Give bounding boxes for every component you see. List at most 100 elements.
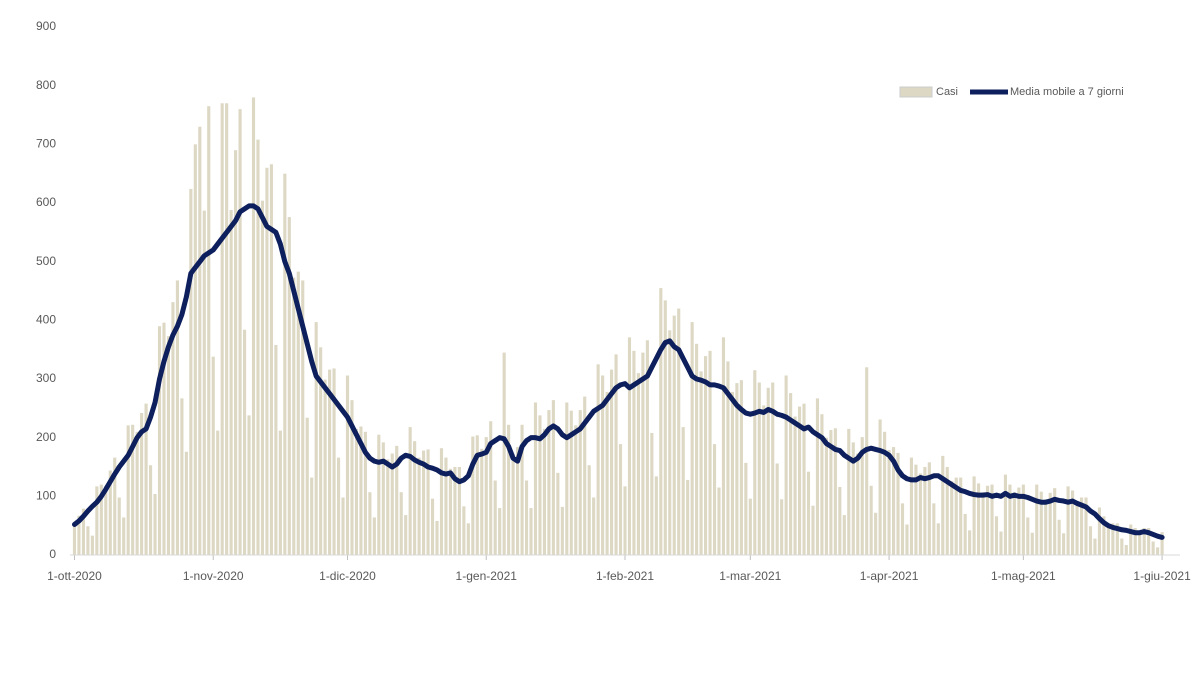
- bar: [972, 476, 976, 555]
- bar: [565, 402, 569, 555]
- bar: [994, 516, 999, 555]
- bar: [627, 337, 632, 555]
- bar: [457, 467, 461, 555]
- bar: [1008, 484, 1012, 555]
- bar: [314, 322, 318, 555]
- line: [71, 203, 1165, 540]
- bar: [842, 515, 846, 555]
- bar: [323, 379, 327, 555]
- bar: [328, 369, 332, 555]
- bar: [193, 144, 197, 556]
- bar: [793, 416, 797, 555]
- bar: [909, 457, 914, 555]
- bar: [140, 413, 144, 555]
- bar: [686, 479, 690, 555]
- bar: [296, 271, 300, 555]
- bar: [878, 419, 882, 555]
- bar: [484, 437, 488, 555]
- bar: [587, 465, 591, 555]
- bar: [574, 425, 578, 555]
- bar: [1071, 490, 1075, 555]
- bar: [207, 106, 211, 555]
- bar: [932, 503, 936, 555]
- bar: [542, 428, 547, 555]
- bar: [874, 512, 878, 555]
- bar: [775, 463, 779, 555]
- bar: [1097, 507, 1102, 555]
- bar: [319, 347, 323, 555]
- legend-label: Media mobile a 7 giorni: [1010, 86, 1124, 98]
- bar: [310, 477, 314, 555]
- bar: [171, 302, 175, 555]
- bar: [699, 371, 703, 555]
- bar: [811, 505, 815, 555]
- bar: [659, 288, 663, 555]
- bar: [466, 523, 470, 555]
- y-tick-label: 100: [36, 489, 56, 503]
- bar: [332, 368, 336, 555]
- bar: [189, 188, 193, 556]
- bar: [1026, 517, 1030, 555]
- bar: [695, 343, 699, 555]
- y-tick-label: 500: [36, 254, 56, 268]
- bar: [417, 457, 421, 555]
- bar: [556, 472, 560, 555]
- x-tick-label: 1-apr-2021: [860, 569, 919, 583]
- bar: [122, 517, 126, 555]
- bar: [753, 370, 757, 555]
- bar: [1093, 538, 1097, 555]
- bar: [641, 352, 645, 555]
- bar: [229, 210, 233, 556]
- bar: [802, 403, 806, 555]
- bar: [601, 375, 605, 555]
- bar: [345, 375, 350, 555]
- bar: [99, 484, 103, 555]
- bar: [690, 322, 694, 555]
- bar: [883, 431, 887, 555]
- bar: [726, 361, 730, 555]
- bar: [90, 535, 94, 555]
- y-tick-label: 900: [36, 19, 56, 33]
- bar: [748, 498, 752, 555]
- bar: [305, 417, 309, 555]
- bar: [413, 441, 417, 555]
- y-tick-label: 200: [36, 430, 56, 444]
- y-tick-label: 600: [36, 195, 56, 209]
- y-tick-label: 400: [36, 313, 56, 327]
- bar: [941, 455, 945, 555]
- bar: [645, 340, 649, 555]
- bar: [1138, 531, 1142, 555]
- bar: [480, 448, 484, 555]
- bar: [1088, 526, 1093, 555]
- bar: [985, 485, 990, 555]
- bar: [301, 280, 305, 555]
- x-tick-label: 1-mar-2021: [719, 569, 781, 583]
- x-tick-label: 1-ott-2020: [47, 569, 102, 583]
- bar: [824, 437, 828, 555]
- bar: [475, 435, 479, 555]
- bar: [166, 336, 171, 555]
- bar: [354, 428, 359, 555]
- bar: [283, 173, 287, 555]
- bar: [896, 452, 900, 555]
- y-tick-label: 700: [36, 137, 56, 151]
- bar: [703, 356, 708, 555]
- bar: [444, 457, 448, 555]
- bar: [430, 498, 435, 555]
- bar: [918, 473, 922, 555]
- bar: [336, 457, 341, 555]
- bar: [838, 486, 842, 555]
- x-tick-label: 1-dic-2020: [319, 569, 376, 583]
- bar: [538, 415, 542, 555]
- bar: [511, 453, 515, 555]
- bar: [869, 485, 873, 555]
- bar: [471, 436, 475, 555]
- bar: [784, 375, 788, 555]
- bar: [672, 315, 676, 555]
- bar: [1079, 497, 1084, 555]
- bar: [359, 426, 363, 555]
- bar: [368, 492, 372, 555]
- bar: [677, 308, 681, 555]
- y-tick-label: 0: [49, 547, 56, 561]
